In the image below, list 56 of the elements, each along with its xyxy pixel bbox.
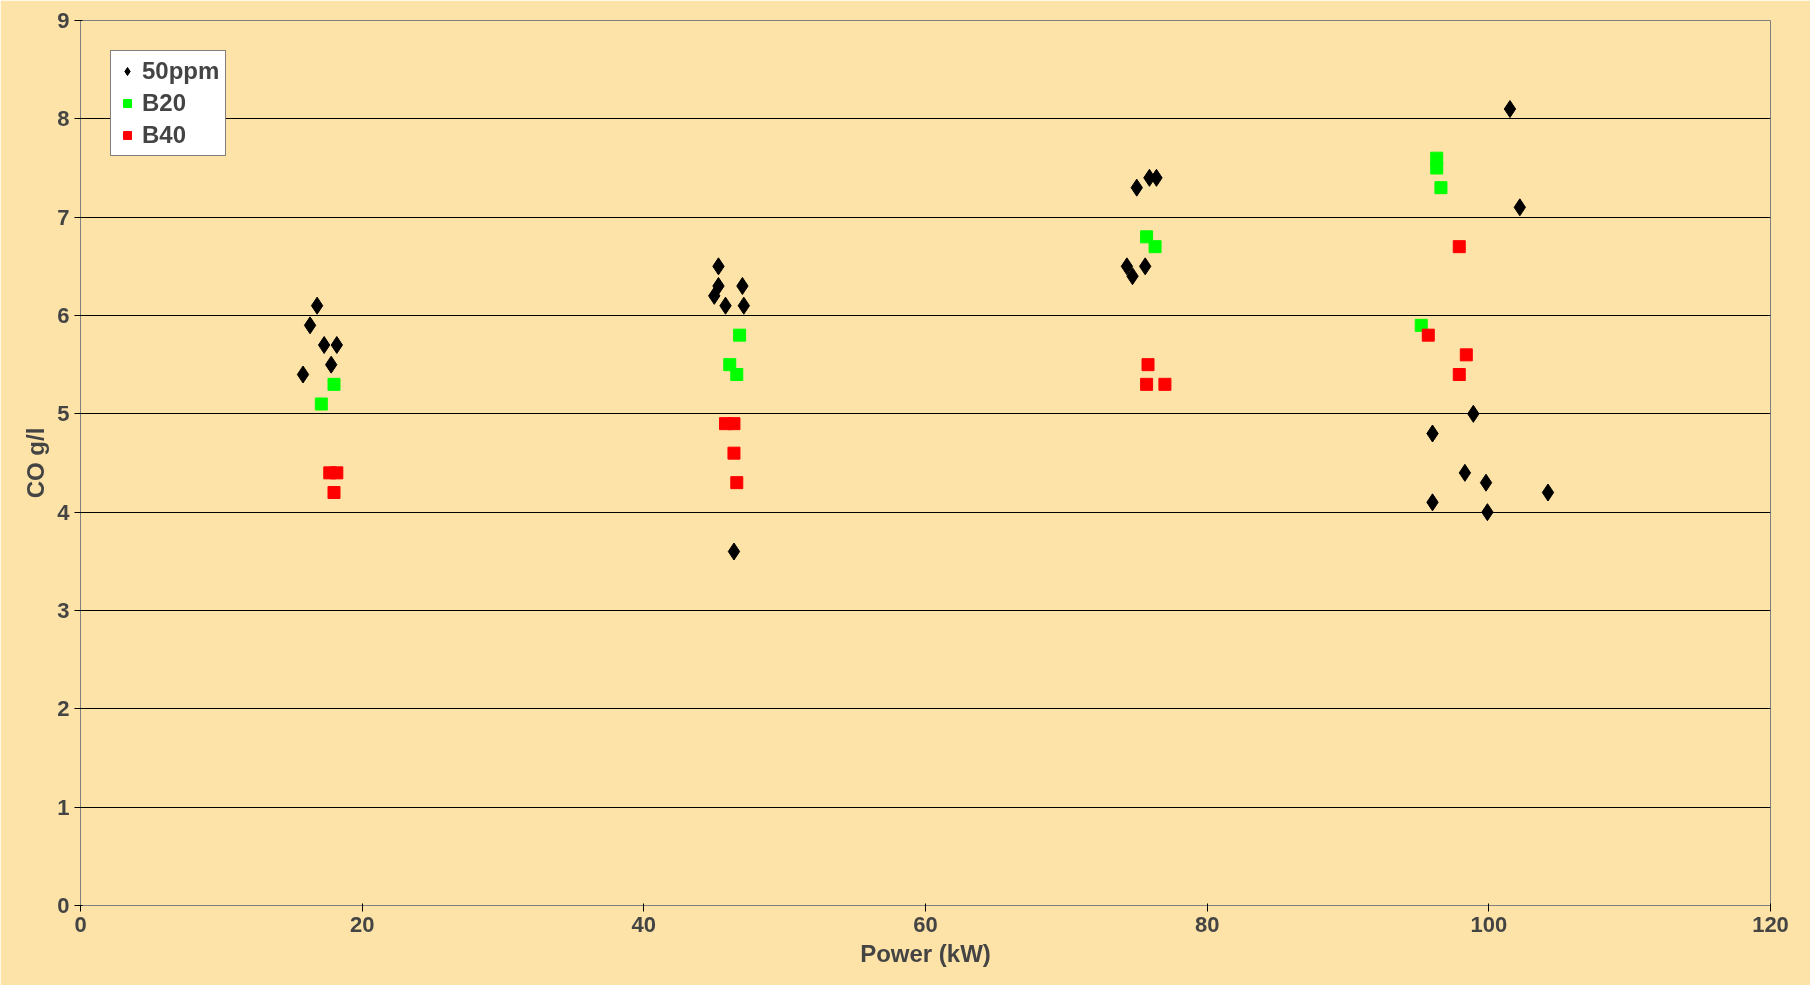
point [1421, 328, 1435, 342]
point [330, 336, 343, 354]
legend-label: B20 [142, 89, 187, 117]
x-tick-label: 100 [1470, 911, 1508, 937]
point [1158, 377, 1172, 391]
point [1458, 463, 1472, 482]
point [1479, 473, 1493, 492]
point [727, 417, 741, 431]
point [1452, 240, 1466, 254]
y-axis-title: CO g/l [22, 427, 50, 499]
point [303, 316, 317, 335]
y-tick-label: 9 [57, 8, 70, 33]
point [296, 365, 310, 384]
y-tick-label: 5 [57, 401, 70, 427]
point [736, 277, 749, 295]
point [1459, 348, 1473, 362]
point [327, 377, 341, 391]
legend-label: B40 [142, 121, 187, 149]
x-axis-title: Power (kW) [860, 939, 991, 967]
point [1541, 483, 1555, 502]
legend-label: 50ppm [142, 57, 220, 85]
y-tick-label: 2 [57, 696, 70, 722]
point [730, 368, 744, 381]
point [1148, 240, 1162, 254]
x-tick-label: 80 [1194, 911, 1220, 937]
point [317, 336, 331, 354]
y-tick-label: 0 [57, 893, 70, 918]
point [733, 328, 747, 342]
y-tick-label: 7 [57, 204, 70, 230]
point [1430, 161, 1444, 175]
y-tick-label: 3 [57, 598, 70, 623]
point [1414, 318, 1428, 332]
point [1434, 181, 1448, 195]
point [1141, 358, 1155, 372]
y-tick-label: 4 [57, 499, 71, 525]
x-tick-label: 120 [1752, 911, 1789, 937]
y-tick-label: 1 [57, 794, 70, 820]
point [1140, 230, 1154, 244]
point [310, 296, 324, 315]
point [730, 476, 744, 490]
point [712, 277, 725, 295]
point [1140, 377, 1154, 391]
point [1120, 257, 1134, 276]
point [1503, 100, 1517, 118]
x-tick-label: 40 [631, 911, 657, 937]
point [314, 397, 328, 411]
x-tick-label: 60 [913, 911, 938, 937]
y-tick-label: 6 [57, 303, 70, 328]
y-tick-label: 8 [57, 106, 70, 132]
point [327, 486, 341, 499]
point [727, 446, 741, 460]
point [330, 466, 344, 480]
x-tick-label: 0 [74, 911, 87, 937]
x-tick-label: 20 [349, 911, 375, 937]
point [727, 542, 741, 561]
point [1452, 368, 1466, 381]
